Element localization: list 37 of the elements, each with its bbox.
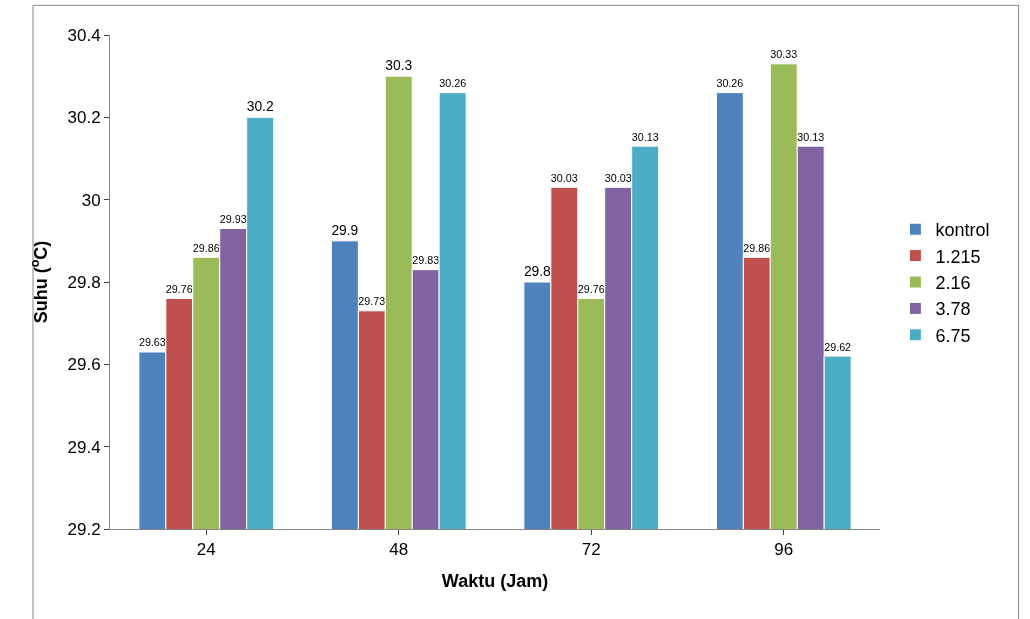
data-label: 29.86 bbox=[192, 241, 220, 254]
data-label: 30.3 bbox=[385, 56, 413, 73]
data-label: 30.2 bbox=[246, 98, 274, 115]
data-label: 29.83 bbox=[412, 254, 440, 267]
data-label: 29.93 bbox=[219, 212, 247, 225]
data-label: 29.86 bbox=[743, 241, 771, 254]
x-axis-title: Waktu (Jam) bbox=[441, 570, 549, 591]
legend-label: 1.215 bbox=[935, 246, 981, 267]
y-tick-label: 30.2 bbox=[67, 108, 101, 128]
data-label: 30.33 bbox=[770, 48, 798, 61]
data-label: 29.62 bbox=[824, 340, 852, 353]
data-label: 30.13 bbox=[797, 130, 825, 143]
data-label: 30.03 bbox=[550, 171, 578, 184]
y-tick-label: 29.4 bbox=[67, 437, 101, 457]
data-label: 30.26 bbox=[439, 77, 467, 90]
data-label: 29.8 bbox=[523, 262, 552, 279]
y-tick-label: 30 bbox=[81, 190, 101, 210]
data-label: 29.9 bbox=[331, 221, 359, 238]
data-label: 29.76 bbox=[165, 282, 193, 295]
legend-label: 3.78 bbox=[935, 299, 971, 320]
legend-label: 2.16 bbox=[935, 273, 971, 294]
x-tick-label: 96 bbox=[774, 540, 794, 560]
y-tick-label: 30.4 bbox=[67, 25, 101, 45]
legend-label: kontrol bbox=[935, 220, 990, 241]
legend-label: 6.75 bbox=[935, 325, 971, 346]
data-label: 29.76 bbox=[577, 282, 605, 295]
x-tick-label: 24 bbox=[196, 540, 216, 560]
x-tick-label: 48 bbox=[389, 540, 409, 560]
data-label: 29.63 bbox=[138, 336, 166, 349]
data-label: 30.26 bbox=[716, 77, 744, 90]
x-tick-label: 72 bbox=[581, 540, 601, 560]
y-tick-label: 29.8 bbox=[67, 272, 101, 292]
y-tick-label: 29.2 bbox=[67, 519, 101, 539]
data-label: 29.73 bbox=[358, 295, 386, 308]
data-label: 30.13 bbox=[631, 130, 659, 143]
y-tick-label: 29.6 bbox=[67, 355, 101, 375]
data-label: 30.03 bbox=[604, 171, 632, 184]
